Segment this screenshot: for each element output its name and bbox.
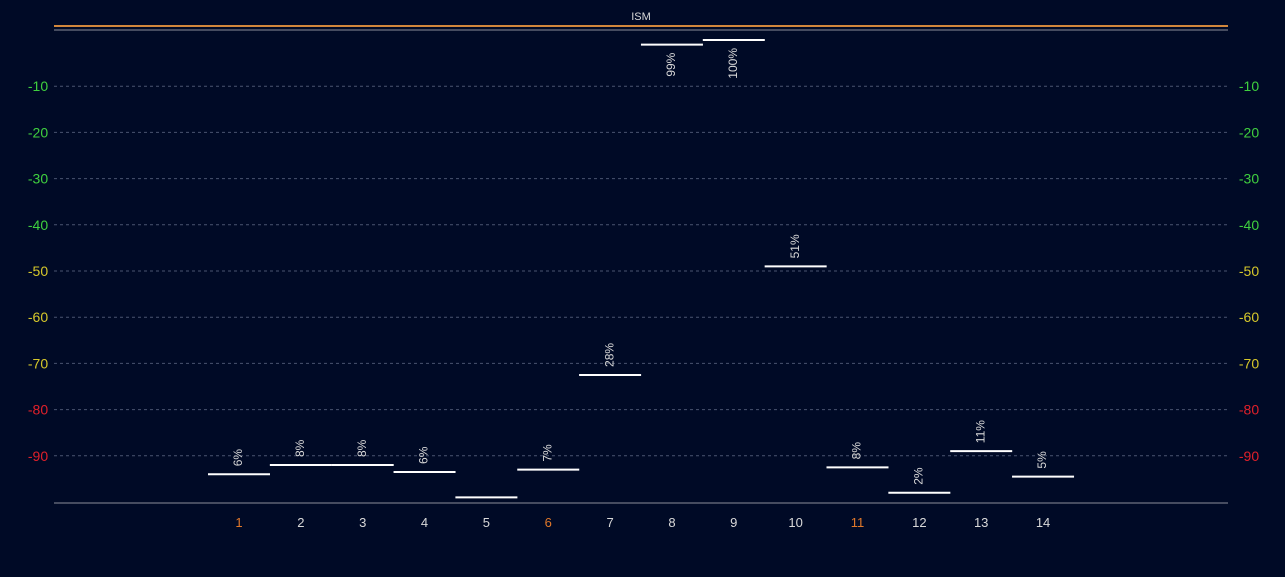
y-tick-label-right: -80 — [1239, 402, 1259, 418]
x-tick-label: 5 — [483, 515, 490, 530]
y-tick-label-right: -70 — [1239, 355, 1259, 371]
x-tick-label: 11 — [851, 515, 865, 530]
data-label: 100% — [726, 48, 740, 79]
x-tick-label: 14 — [1036, 515, 1050, 530]
x-tick-label: 1 — [235, 515, 242, 530]
x-tick-label: 7 — [606, 515, 613, 530]
y-tick-label-left: -20 — [28, 124, 48, 140]
x-tick-label: 9 — [730, 515, 737, 530]
data-label: 99% — [664, 52, 678, 76]
data-label: 8% — [355, 439, 369, 457]
y-tick-label-left: -30 — [28, 171, 48, 187]
y-tick-label-left: -50 — [28, 263, 48, 279]
data-label: 2% — [912, 467, 926, 485]
data-label: 28% — [602, 343, 616, 367]
grid-layer — [54, 85, 1228, 457]
data-label: 8% — [850, 442, 864, 460]
x-tick-label: 13 — [974, 515, 988, 530]
chart-title: ISM — [631, 11, 651, 23]
mark-layer: 6% 8% 8% 6% 7% 28% 99% 100% 51% 8% 2% 11% 5% — [208, 39, 1075, 499]
y-tick-label-left: -10 — [28, 78, 48, 94]
data-label: 11% — [973, 420, 987, 443]
y-tick-label-left: -80 — [28, 402, 48, 418]
y-tick-label-right: -10 — [1239, 78, 1259, 94]
data-label: 8% — [293, 439, 307, 457]
data-label: 6% — [417, 446, 431, 464]
y-tick-label-left: -40 — [28, 217, 48, 233]
data-label: 7% — [540, 444, 554, 462]
x-tick-label: 10 — [788, 515, 802, 530]
y-tick-label-right: -50 — [1239, 263, 1259, 279]
title-layer: ISM — [54, 11, 1228, 31]
x-tick-label: 8 — [668, 515, 675, 530]
data-label: 51% — [788, 234, 802, 258]
x-tick-label: 12 — [912, 515, 926, 530]
x-tick-label: 6 — [545, 515, 552, 530]
data-label: 6% — [231, 449, 245, 467]
y-tick-label-right: -60 — [1239, 309, 1259, 325]
y-tick-label-right: -90 — [1239, 448, 1259, 464]
x-tick-label: 3 — [359, 515, 366, 530]
y-tick-label-left: -70 — [28, 355, 48, 371]
axis-layer: -10 -10 -20 -20 -30 -30 -40 -40 -50 -50 -60 -60 -70 -… — [28, 78, 1259, 530]
y-tick-label-right: -20 — [1239, 124, 1259, 140]
data-label: 5% — [1035, 451, 1049, 469]
y-tick-label-left: -90 — [28, 448, 48, 464]
y-tick-label-right: -40 — [1239, 217, 1259, 233]
y-tick-label-left: -60 — [28, 309, 48, 325]
x-tick-label: 4 — [421, 515, 428, 530]
y-tick-label-right: -30 — [1239, 171, 1259, 187]
x-tick-label: 2 — [297, 515, 304, 530]
